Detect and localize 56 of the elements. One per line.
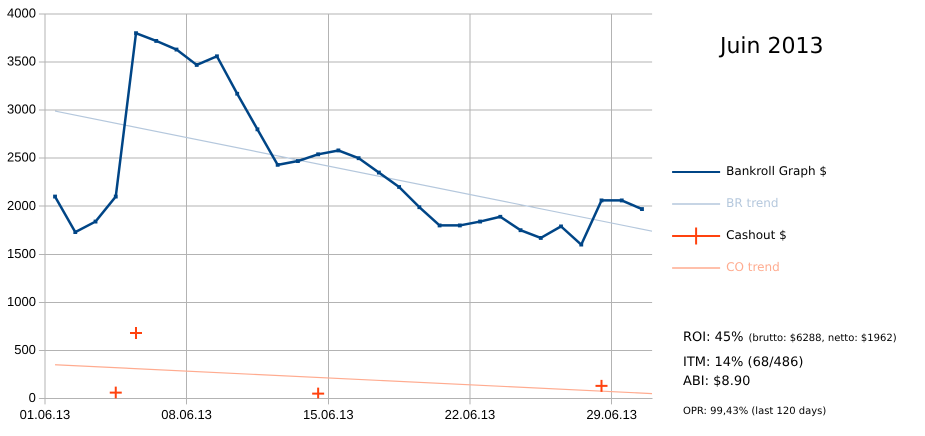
y-tick-label: 2000	[7, 198, 36, 213]
text: ROI: 45%	[683, 330, 744, 345]
point	[579, 242, 584, 247]
y-tick-label: 1500	[7, 246, 36, 261]
x-tick-label: 08.06.13	[161, 406, 212, 422]
point	[311, 386, 326, 398]
point	[600, 198, 604, 202]
point	[336, 148, 340, 152]
point	[397, 185, 402, 189]
x-tick-label: 15.06.13	[302, 406, 354, 422]
point	[215, 54, 219, 58]
x-tick-label: 01.06.13	[20, 406, 70, 422]
point	[114, 194, 118, 199]
point	[296, 159, 300, 163]
y-tick-label: 3500	[7, 54, 36, 69]
y-tick-label: 3000	[7, 102, 36, 117]
point	[174, 48, 178, 52]
point	[376, 170, 381, 174]
point	[108, 386, 123, 398]
point	[438, 224, 442, 228]
point	[134, 31, 138, 36]
point	[256, 127, 260, 132]
point	[620, 198, 624, 202]
text: ITM: 14% (68/486)	[683, 355, 804, 370]
y-tick-label: 4000	[7, 6, 36, 21]
point	[559, 224, 563, 228]
legend-label: BR trend	[726, 196, 778, 210]
point	[518, 228, 522, 232]
point	[53, 194, 57, 199]
point	[538, 236, 543, 240]
legend-label: CO trend	[726, 260, 780, 274]
point	[458, 224, 462, 228]
point	[276, 162, 280, 167]
y-tick-label: 0	[28, 390, 36, 405]
text: OPR: 99,43% (last 120 days)	[683, 406, 826, 417]
point	[594, 378, 609, 393]
y-tick-label: 1000	[7, 294, 36, 309]
point	[356, 156, 361, 160]
point	[316, 152, 320, 156]
point	[129, 326, 143, 340]
point	[154, 38, 158, 43]
point	[73, 230, 78, 234]
x-tick-label: 29.06.13	[586, 406, 637, 422]
text: ABI: $8.90	[683, 374, 750, 389]
y-tick-label: 2500	[7, 150, 36, 165]
point	[640, 207, 644, 211]
text: Juin 2013	[720, 34, 824, 59]
legend-label: Cashout $	[726, 228, 787, 242]
y-tick-label: 500	[14, 342, 36, 357]
point	[417, 205, 422, 210]
text: (brutto: $6288, netto: $1962)	[748, 333, 897, 344]
legend-label: Bankroll Graph $	[726, 164, 828, 178]
point	[194, 63, 199, 67]
point	[94, 220, 98, 224]
x-tick-label: 22.06.13	[444, 406, 496, 422]
point	[478, 220, 482, 224]
